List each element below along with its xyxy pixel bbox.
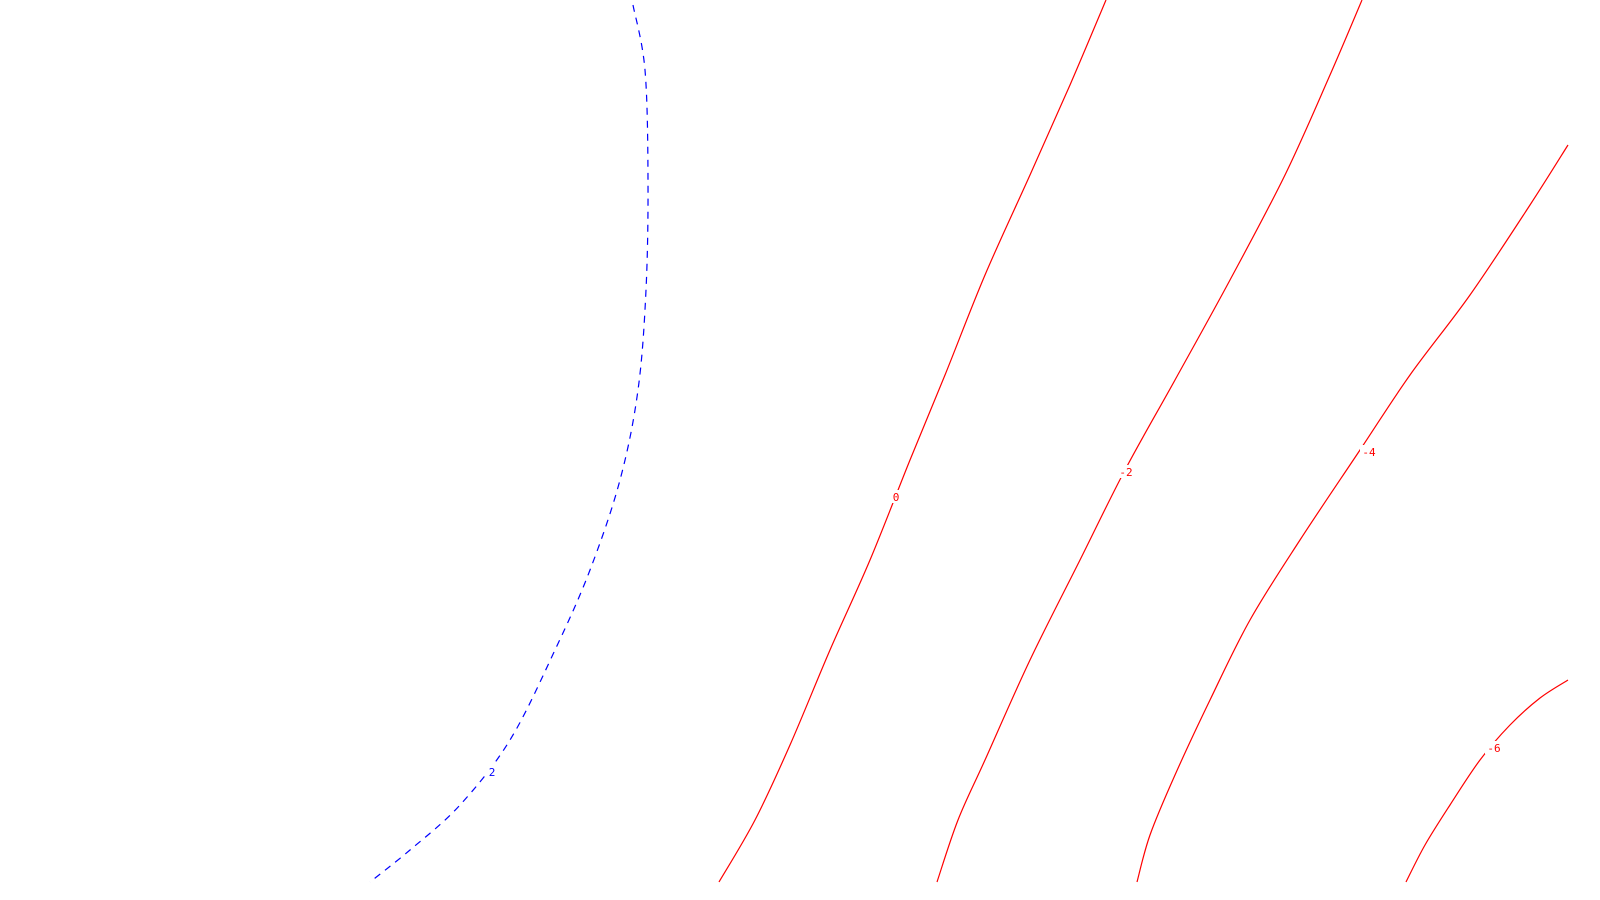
contour-line-neg4 [1136,144,1569,883]
contour-label-0: 0 [893,491,900,504]
contour-line-neg6 [1405,679,1569,883]
contour-label-bg-neg2 [1117,465,1135,478]
contour-labels: 2 0 -2 -4 -6 [486,445,1503,779]
contour-label-bg-neg6 [1485,741,1503,754]
contour-label-bg-2 [486,765,498,778]
contour-label-2: 2 [489,766,496,779]
contour-label-neg2: -2 [1119,466,1132,479]
contour-label-bg-0 [890,490,902,503]
contour-label-neg4: -4 [1362,446,1376,459]
contour-label-neg6: -6 [1487,742,1500,755]
contour-line-0 [718,0,1107,883]
contour-label-bg-neg4 [1360,445,1378,458]
